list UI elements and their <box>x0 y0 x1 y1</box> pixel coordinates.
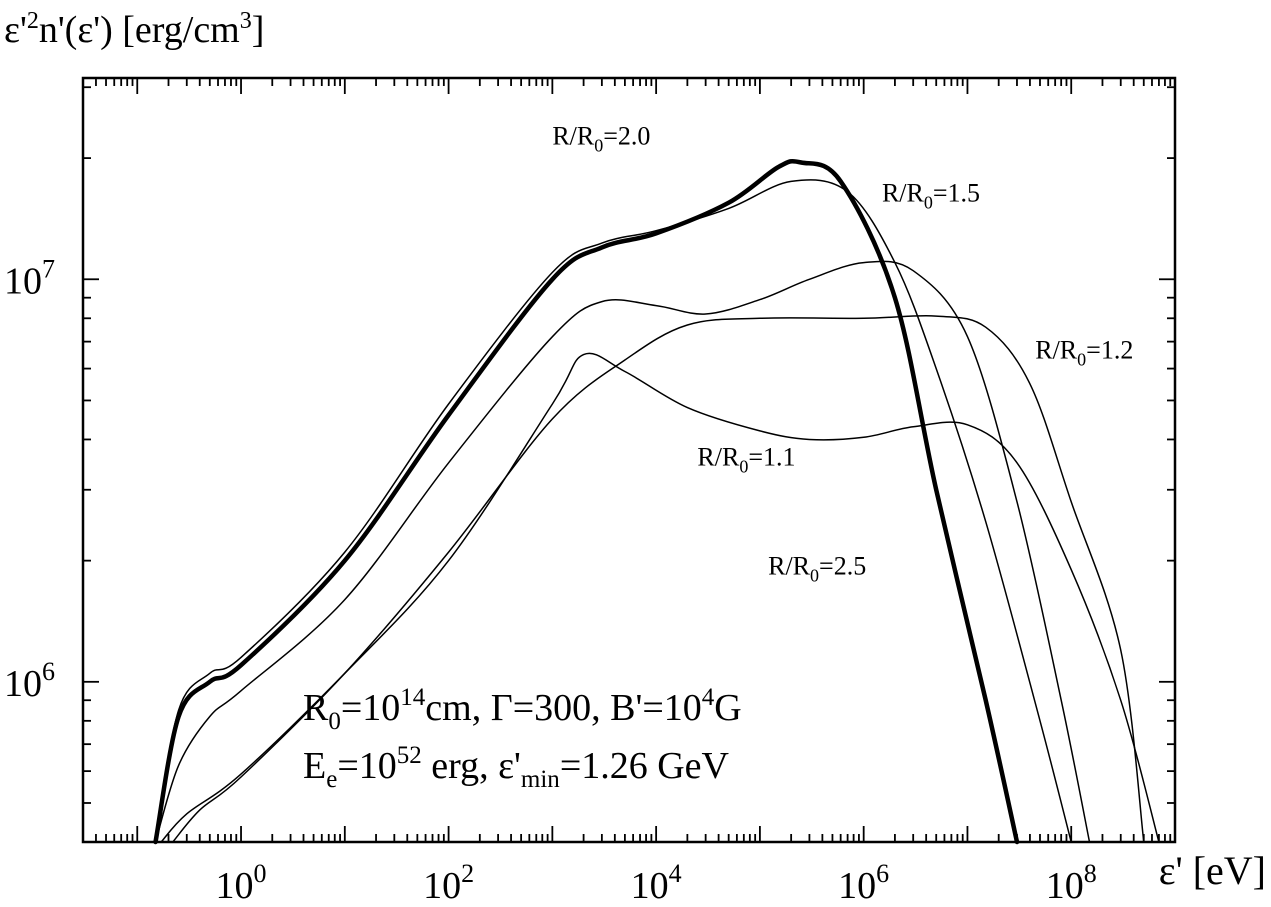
curve-label-r-r0-2-5: R/R0=2.5 <box>768 551 866 585</box>
curve-label-r-r0-1-2: R/R0=1.2 <box>1035 336 1133 370</box>
y-tick-label: 106 <box>4 657 55 705</box>
plot-frame <box>81 76 1177 844</box>
x-tick-label: 108 <box>1046 859 1097 907</box>
curve-label-r-r0-1-1: R/R0=1.1 <box>697 442 795 476</box>
series-line-r-r0-2-5 <box>154 179 1072 843</box>
series-line-r-r0-1-2 <box>172 314 1145 843</box>
y-axis-label: ε'2n'(ε') [erg/cm3] <box>4 8 265 51</box>
curve-label-r-r0-1-5: R/R0=1.5 <box>882 179 980 213</box>
x-tick-label: 102 <box>423 859 474 907</box>
annotation-line-2: Ee=1052 erg, ε'min=1.26 GeV <box>303 742 730 793</box>
x-tick-label: 106 <box>838 859 889 907</box>
series-layer <box>153 158 1160 845</box>
x-tick-label: 100 <box>216 859 267 907</box>
curve-label-r-r0-2-0: R/R0=2.0 <box>552 122 650 156</box>
series-line-r-r0-2-0 <box>153 158 1020 845</box>
series-line-r-r0-1-5 <box>154 260 1091 843</box>
y-tick-label: 107 <box>4 254 55 302</box>
x-tick-label: 104 <box>631 859 682 907</box>
annotation-line-1: R0=1014cm, Γ=300, B'=104G <box>303 684 742 735</box>
axis-ticks <box>82 78 1176 843</box>
labels-layer: 100 102 104 106 108 106 107 ε' [eV] R/R0=2.0 R/R0… <box>4 122 1266 907</box>
x-axis-label: ε' [eV] <box>1159 848 1266 893</box>
